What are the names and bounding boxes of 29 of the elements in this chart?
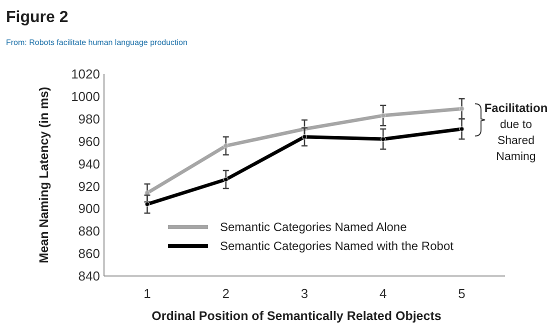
- point: [223, 176, 228, 182]
- x-tick-label: 5: [458, 286, 466, 301]
- y-tick-label: 840: [78, 268, 100, 284]
- point: [380, 136, 386, 142]
- legend-label: Semantic Categories Named with the Robot: [220, 239, 454, 254]
- chart-title: Figure 2: [6, 9, 68, 26]
- legend-label: Semantic Categories Named Alone: [220, 220, 408, 234]
- y-tick-label: 920: [78, 178, 100, 194]
- annotation: Facilitation: [484, 101, 548, 115]
- point: [459, 126, 464, 132]
- y-tick-label: 860: [78, 246, 100, 262]
- x-tick-label: 1: [144, 286, 151, 301]
- x-tick-label: 3: [300, 286, 308, 301]
- y-tick-label: 980: [78, 111, 100, 126]
- y-tick-label: 960: [78, 134, 100, 149]
- point: [380, 113, 386, 118]
- y-tick-label: 880: [78, 224, 100, 239]
- chart-subtitle: From: Robots facilitate human language production: [6, 38, 188, 47]
- x-tick-label: 4: [380, 286, 387, 301]
- y-tick-label: 940: [78, 156, 100, 172]
- y-tick-label: 1000: [71, 88, 100, 104]
- x-axis-title: Ordinal Position of Semantically Related Objects: [152, 309, 442, 323]
- annotation: due to Shared Naming: [496, 119, 536, 163]
- y-tick-label: 1020: [71, 66, 100, 82]
- y-axis-title: Mean Naming Latency (in ms): [37, 86, 51, 264]
- point: [223, 143, 228, 148]
- point: [459, 106, 464, 112]
- y-tick-label: 900: [78, 201, 100, 216]
- x-tick-label: 2: [222, 286, 230, 301]
